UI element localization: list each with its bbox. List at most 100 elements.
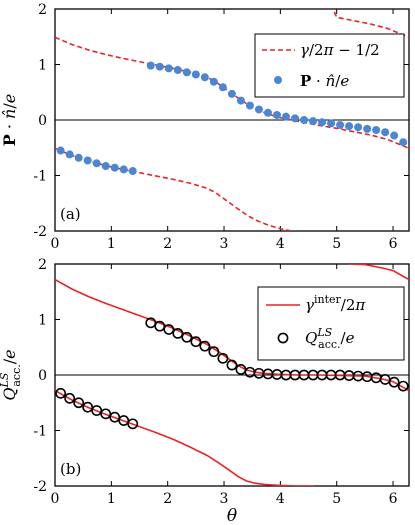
data-point — [173, 66, 182, 75]
series-curve-branch — [55, 36, 409, 150]
data-point — [164, 64, 173, 73]
x-tick-label: 3 — [220, 491, 229, 507]
data-point — [200, 73, 209, 82]
legend-entry-polarization: P · n̂/e — [300, 72, 349, 90]
data-point — [209, 77, 218, 86]
data-point — [363, 124, 372, 133]
data-point — [190, 336, 202, 348]
x-tick-label: 5 — [332, 236, 341, 252]
y-tick-label: 2 — [38, 257, 47, 273]
y-tick-label: -2 — [33, 479, 47, 495]
data-point — [91, 405, 103, 416]
panel-b: 0 1 2 3 4 5 6 -2 -1 0 1 2 QLSacc./e (b) θ γinter/2π… — [0, 257, 410, 525]
curve-group — [55, 9, 409, 231]
x-tick-label: 4 — [276, 491, 285, 507]
x-tick-label: 2 — [163, 236, 172, 252]
data-point — [318, 118, 327, 127]
data-point — [55, 387, 67, 399]
y-tick-label: 0 — [38, 368, 47, 384]
data-point — [101, 162, 110, 171]
data-point — [381, 128, 390, 137]
x-tick-label: 1 — [107, 236, 116, 252]
data-point — [327, 119, 336, 128]
data-point — [127, 418, 139, 430]
data-point — [226, 359, 238, 371]
x-axis-label: θ — [227, 506, 237, 525]
data-point — [245, 101, 254, 110]
y-axis-label: QLSacc./e — [0, 349, 23, 400]
series-curve-branch — [332, 9, 409, 39]
data-point — [354, 123, 363, 132]
data-point — [388, 376, 400, 388]
data-point — [74, 153, 83, 162]
x-tick-label: 3 — [220, 236, 229, 252]
data-point — [217, 352, 229, 364]
axis-ticks: 0 1 2 3 4 5 6 -2 -1 0 1 2 — [33, 2, 409, 252]
data-point — [92, 159, 101, 168]
panel-a: 0 1 2 3 4 5 6 -2 -1 0 1 2 P · n̂/e (a) γ/2π − 1/2 P… — [0, 2, 410, 252]
data-point — [65, 150, 74, 159]
data-point — [291, 114, 300, 123]
legend-marker-swatch — [277, 332, 289, 344]
series-curve-branch — [55, 389, 315, 486]
legend-box — [257, 286, 405, 361]
data-point — [191, 70, 200, 79]
y-tick-label: 1 — [38, 313, 47, 329]
data-point — [100, 408, 112, 420]
data-point — [146, 61, 155, 70]
data-point — [110, 163, 119, 172]
data-point — [119, 165, 128, 174]
data-point — [109, 411, 121, 423]
data-point — [199, 340, 211, 352]
x-tick-label: 6 — [389, 236, 398, 252]
legend-marker-swatch — [274, 76, 282, 84]
x-tick-label: 1 — [107, 491, 116, 507]
legend-entry-gamma-inter: γinter/2π — [305, 293, 366, 314]
axis-ticks: 0 1 2 3 4 5 6 -2 -1 0 1 2 — [33, 257, 409, 507]
data-point — [390, 131, 399, 140]
legend-entry-gamma: γ/2π − 1/2 — [300, 41, 380, 59]
legend-entry-q-acc: QLS acc./e — [305, 326, 355, 351]
y-tick-label: -1 — [33, 169, 47, 185]
data-point — [155, 62, 164, 71]
series-curve-branch — [55, 147, 296, 231]
legend-box — [254, 33, 405, 98]
data-point — [181, 331, 193, 343]
data-point — [300, 116, 309, 124]
data-point — [64, 392, 76, 404]
data-point — [172, 327, 184, 339]
data-point — [83, 156, 92, 165]
data-point — [118, 415, 130, 426]
data-point — [263, 108, 272, 117]
y-tick-label: -2 — [33, 224, 47, 240]
panel-label: (a) — [60, 205, 81, 223]
data-point — [236, 96, 245, 105]
x-tick-label: 2 — [163, 491, 172, 507]
y-tick-label: 2 — [38, 2, 47, 18]
y-tick-label: 1 — [38, 58, 47, 74]
y-tick-label: 0 — [38, 113, 47, 129]
panel-label: (b) — [60, 460, 81, 478]
data-point — [182, 68, 191, 77]
y-axis-label: P · n̂/e — [0, 94, 19, 146]
legend: γ/2π − 1/2 P · n̂/e — [254, 33, 405, 98]
x-tick-label: 4 — [276, 236, 285, 252]
data-point — [372, 125, 381, 134]
data-point — [254, 105, 263, 114]
x-tick-label: 0 — [51, 236, 60, 252]
x-tick-label: 6 — [389, 491, 398, 507]
data-point — [82, 401, 94, 413]
data-point — [218, 83, 227, 92]
data-point — [345, 122, 354, 131]
data-point — [163, 324, 175, 335]
marker-group — [56, 61, 408, 176]
y-tick-label: -1 — [33, 424, 47, 440]
data-point — [336, 121, 345, 129]
data-point — [154, 320, 166, 332]
data-point — [56, 146, 65, 155]
marker-group — [55, 317, 409, 430]
data-point — [208, 346, 220, 358]
x-tick-label: 0 — [51, 491, 60, 507]
data-point — [73, 397, 85, 409]
